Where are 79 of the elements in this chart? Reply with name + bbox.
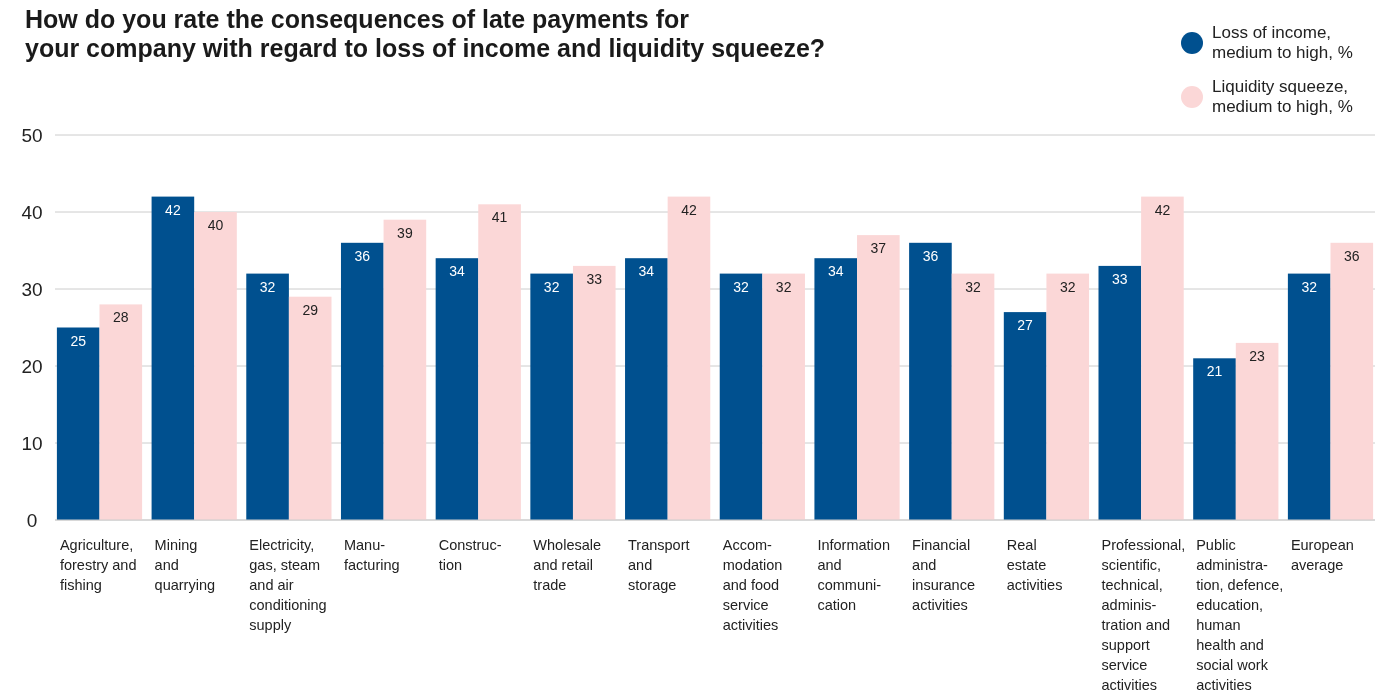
- bar: [530, 273, 573, 520]
- x-tick-label: Electricity, gas, steam and air conditioning supply: [249, 537, 327, 633]
- x-tick-label: Construc- tion: [438, 537, 502, 573]
- bar: [857, 235, 900, 520]
- bar: [383, 219, 427, 520]
- bar: [288, 296, 332, 520]
- data-label: 33: [586, 270, 603, 287]
- data-label: 36: [922, 247, 939, 264]
- data-label: 21: [1206, 363, 1223, 380]
- bar: [151, 196, 195, 520]
- legend-label: Liquidity squeeze, medium to high, %: [1212, 77, 1353, 116]
- x-tick-label: Transport and storage: [628, 537, 690, 593]
- bar: [99, 304, 143, 520]
- bar: [625, 258, 668, 520]
- bar: [194, 212, 237, 520]
- bar: [1003, 312, 1047, 520]
- data-label: 42: [681, 201, 697, 218]
- data-label: 32: [965, 278, 982, 295]
- bar: [246, 273, 289, 520]
- data-label: 32: [1059, 278, 1076, 295]
- x-tick-label: Public administra- tion, defence, education, human health and social work activities: [1196, 537, 1284, 690]
- bar: [1193, 358, 1236, 520]
- bar: [478, 204, 521, 520]
- data-label: 36: [1344, 247, 1360, 264]
- data-label: 42: [1154, 201, 1171, 218]
- bar: [667, 196, 711, 520]
- x-tick-label: Professional, scientific, technical, adminis- tration and support service activities: [1101, 537, 1186, 690]
- bar: [762, 273, 805, 520]
- y-tick-label: 40: [21, 202, 43, 223]
- data-label: 34: [827, 263, 844, 280]
- x-tick-label: Financial and insurance activities: [912, 537, 975, 613]
- x-tick-label: Accom- modation and food service activities: [722, 537, 783, 633]
- y-tick-label: 0: [26, 510, 38, 531]
- y-tick-label: 50: [21, 125, 43, 146]
- y-tick-label: 30: [21, 279, 43, 300]
- data-label: 25: [70, 332, 87, 349]
- bar: [340, 242, 384, 520]
- data-label: 33: [1112, 270, 1128, 287]
- bar: [1046, 273, 1090, 520]
- data-label: 32: [1301, 278, 1318, 295]
- data-label: 23: [1249, 347, 1266, 364]
- data-label: 32: [775, 278, 792, 295]
- data-label: 34: [449, 263, 465, 280]
- data-label: 37: [870, 240, 887, 257]
- bar: [719, 273, 763, 520]
- bar: [435, 258, 479, 520]
- data-label: 42: [165, 201, 181, 218]
- y-tick-label: 20: [21, 356, 43, 377]
- bar: [909, 242, 952, 520]
- data-label: 28: [113, 309, 129, 326]
- x-tick-label: Agriculture, forestry and fishing: [59, 537, 137, 593]
- data-label: 41: [491, 209, 508, 226]
- data-label: 39: [397, 224, 413, 241]
- data-label: 32: [259, 278, 276, 295]
- x-tick-label: Information and communi- cation: [817, 537, 890, 613]
- data-label: 29: [302, 301, 319, 318]
- bar: [56, 327, 100, 520]
- data-label: 32: [733, 278, 750, 295]
- bar: [572, 265, 616, 520]
- y-tick-label: 10: [21, 433, 43, 454]
- data-label: 34: [638, 263, 655, 280]
- bar: [1287, 273, 1331, 520]
- data-label: 32: [543, 278, 560, 295]
- bar: [951, 273, 995, 520]
- bar: [1235, 342, 1279, 520]
- bar: [1098, 265, 1142, 520]
- bar: [1141, 196, 1184, 520]
- x-tick-label: Mining and quarrying: [154, 537, 216, 593]
- data-label: 27: [1017, 317, 1034, 334]
- data-label: 36: [354, 247, 371, 264]
- x-tick-label: Manu- facturing: [343, 537, 400, 573]
- bar: [814, 258, 858, 520]
- x-tick-label: Wholesale and retail trade: [533, 537, 602, 593]
- chart-title: How do you rate the consequences of late payments for your company with regard to loss of income and liquidity squeeze?: [25, 5, 826, 62]
- x-tick-label: Real estate activities: [1006, 537, 1063, 593]
- data-label: 40: [207, 217, 224, 233]
- legend-label: Loss of income, medium to high, %: [1212, 23, 1353, 62]
- bar: [1330, 242, 1374, 520]
- x-tick-label: European average: [1290, 537, 1354, 573]
